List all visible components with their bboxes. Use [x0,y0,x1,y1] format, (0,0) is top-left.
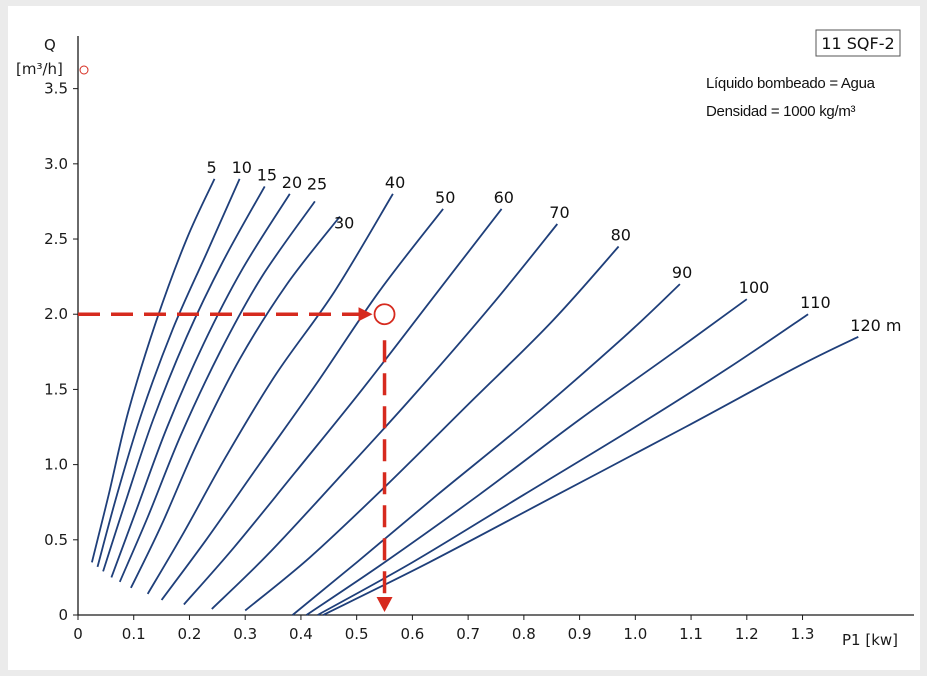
head-curve-40 [146,193,394,595]
y-tick-label: 0 [58,606,68,624]
head-curve-15 [102,185,266,572]
head-curve-110 [317,313,809,616]
head-curve-80 [244,245,620,612]
y-tick-label: 3.0 [44,155,68,173]
x-tick-label: 0.9 [568,625,592,643]
curve-label: 20 [282,173,302,192]
head-curve-5 [91,178,216,563]
curve-label: 5 [207,158,217,177]
curve-label: 110 [800,293,831,312]
axes [77,36,914,616]
operating-point-circle [373,303,396,326]
curve-label: 10 [232,158,252,177]
head-curve-90 [292,283,681,616]
ticks: 0 0.1 0.2 0.3 0.4 0.5 0.6 0.7 0.8 0.9 1.0 1.1 1.2 1.3… [44,80,814,643]
x-tick-label: 0.4 [289,625,313,643]
curve-label: 40 [385,173,405,192]
head-curve-20 [110,193,291,578]
density-annotation: Densidad = 1000 kg/m³ [706,103,856,120]
model-title: 11 SQF-2 [821,34,894,53]
curve-label: 100 [739,278,770,297]
head-curve-50 [160,208,444,601]
x-tick-label: 1.3 [791,625,815,643]
x-tick-label: 1.0 [623,625,647,643]
curve-label: 25 [307,174,327,193]
x-tick-label: 0.8 [512,625,536,643]
y-tick-label: 1.5 [44,380,68,398]
curve-label: 80 [611,226,631,245]
x-tick-label: 1.2 [735,625,759,643]
curve-label: 50 [435,188,455,207]
head-curve-60 [183,208,503,606]
y-tick-label: 3.5 [44,80,68,98]
model-box [815,29,901,57]
liquid-annotation: Líquido bombeado = Agua [706,75,876,92]
curve-label: 90 [672,263,692,282]
head-curve-120m [322,335,859,616]
curve-label: 60 [494,188,514,207]
x-tick-label: 0.2 [178,625,202,643]
x-tick-label: 0.3 [233,625,257,643]
x-tick-label: 1.1 [679,625,703,643]
pump-curve-chart: 0 0.1 0.2 0.3 0.4 0.5 0.6 0.7 0.8 0.9 1.0 1.1 1.2 1.3… [16,29,914,649]
curve-label: 30 [334,213,354,232]
x-axis-label: P1 [kw] [842,631,898,649]
y-tick-label: 0.5 [44,531,68,549]
head-curve-25 [118,200,316,583]
x-tick-label: 0.7 [456,625,480,643]
curve-labels: 5 10 15 20 25 30 40 50 60 70 80 90 100 110 120 m [207,158,902,335]
y-axis-unit: [m³/h] [16,60,63,78]
x-tick-label: 0.1 [122,625,146,643]
curves [91,178,859,616]
arrow-down-icon [376,597,393,612]
y-tick-label: 2.5 [44,230,68,248]
x-tick-label: 0.6 [400,625,424,643]
operating-guides [78,303,396,612]
head-curve-30 [130,215,341,589]
head-curve-70 [211,223,559,610]
x-tick-label: 0 [73,625,83,643]
x-tick-label: 0.5 [345,625,369,643]
y-tick-label: 2.0 [44,305,68,323]
curve-label: 70 [549,203,569,222]
y-tick-label: 1.0 [44,456,68,474]
chart-frame: 0 0.1 0.2 0.3 0.4 0.5 0.6 0.7 0.8 0.9 1.0 1.1 1.2 1.3… [8,6,920,670]
curve-label: 15 [257,165,277,184]
arrow-right-icon [358,307,373,322]
small-marker-circle [79,65,89,75]
curve-label: 120 m [850,316,901,335]
head-curve-10 [96,178,241,568]
y-axis-label: Q [44,36,56,54]
head-curve-100 [305,298,748,616]
